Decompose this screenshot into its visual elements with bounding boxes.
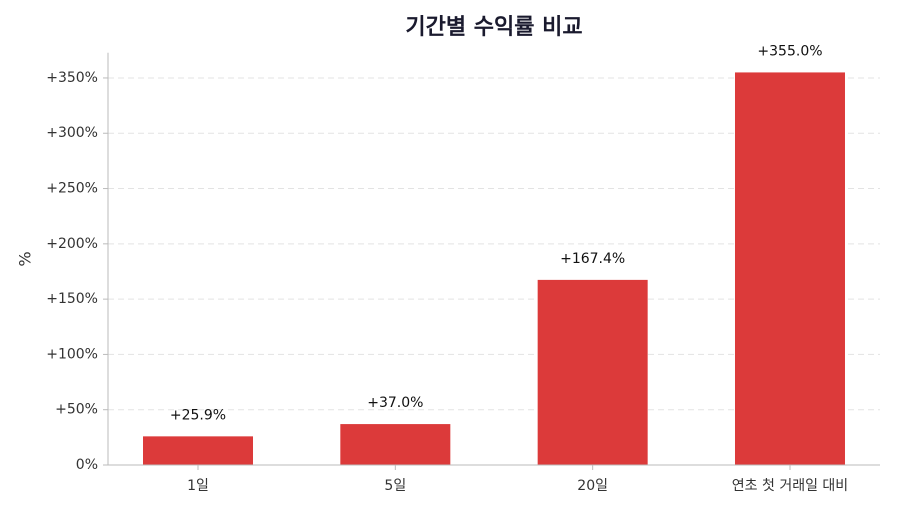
x-tick-label: 연초 첫 거래일 대비 (732, 478, 848, 494)
y-tick-label: 0% (76, 457, 98, 473)
bar (340, 424, 451, 465)
y-tick-label: +200% (46, 236, 98, 252)
y-tick-label: +50% (55, 402, 98, 418)
bar (143, 436, 253, 465)
bar (537, 279, 648, 465)
value-label: +355.0% (757, 43, 822, 59)
value-label: +25.9% (170, 407, 226, 423)
chart-title: 기간별 수익률 비교 (405, 15, 582, 40)
y-tick-label: +250% (46, 181, 98, 197)
value-label: +37.0% (367, 395, 423, 411)
y-axis-label: % (16, 251, 35, 266)
y-tick-label: +350% (46, 70, 98, 86)
x-tick-label: 20일 (577, 478, 608, 494)
value-label: +167.4% (560, 251, 625, 267)
y-tick-label: +150% (46, 291, 98, 307)
x-tick-label: 1일 (187, 478, 209, 494)
y-tick-label: +100% (46, 346, 98, 362)
bar (734, 72, 845, 465)
x-tick-label: 5일 (384, 478, 406, 494)
y-tick-label: +300% (46, 125, 98, 141)
